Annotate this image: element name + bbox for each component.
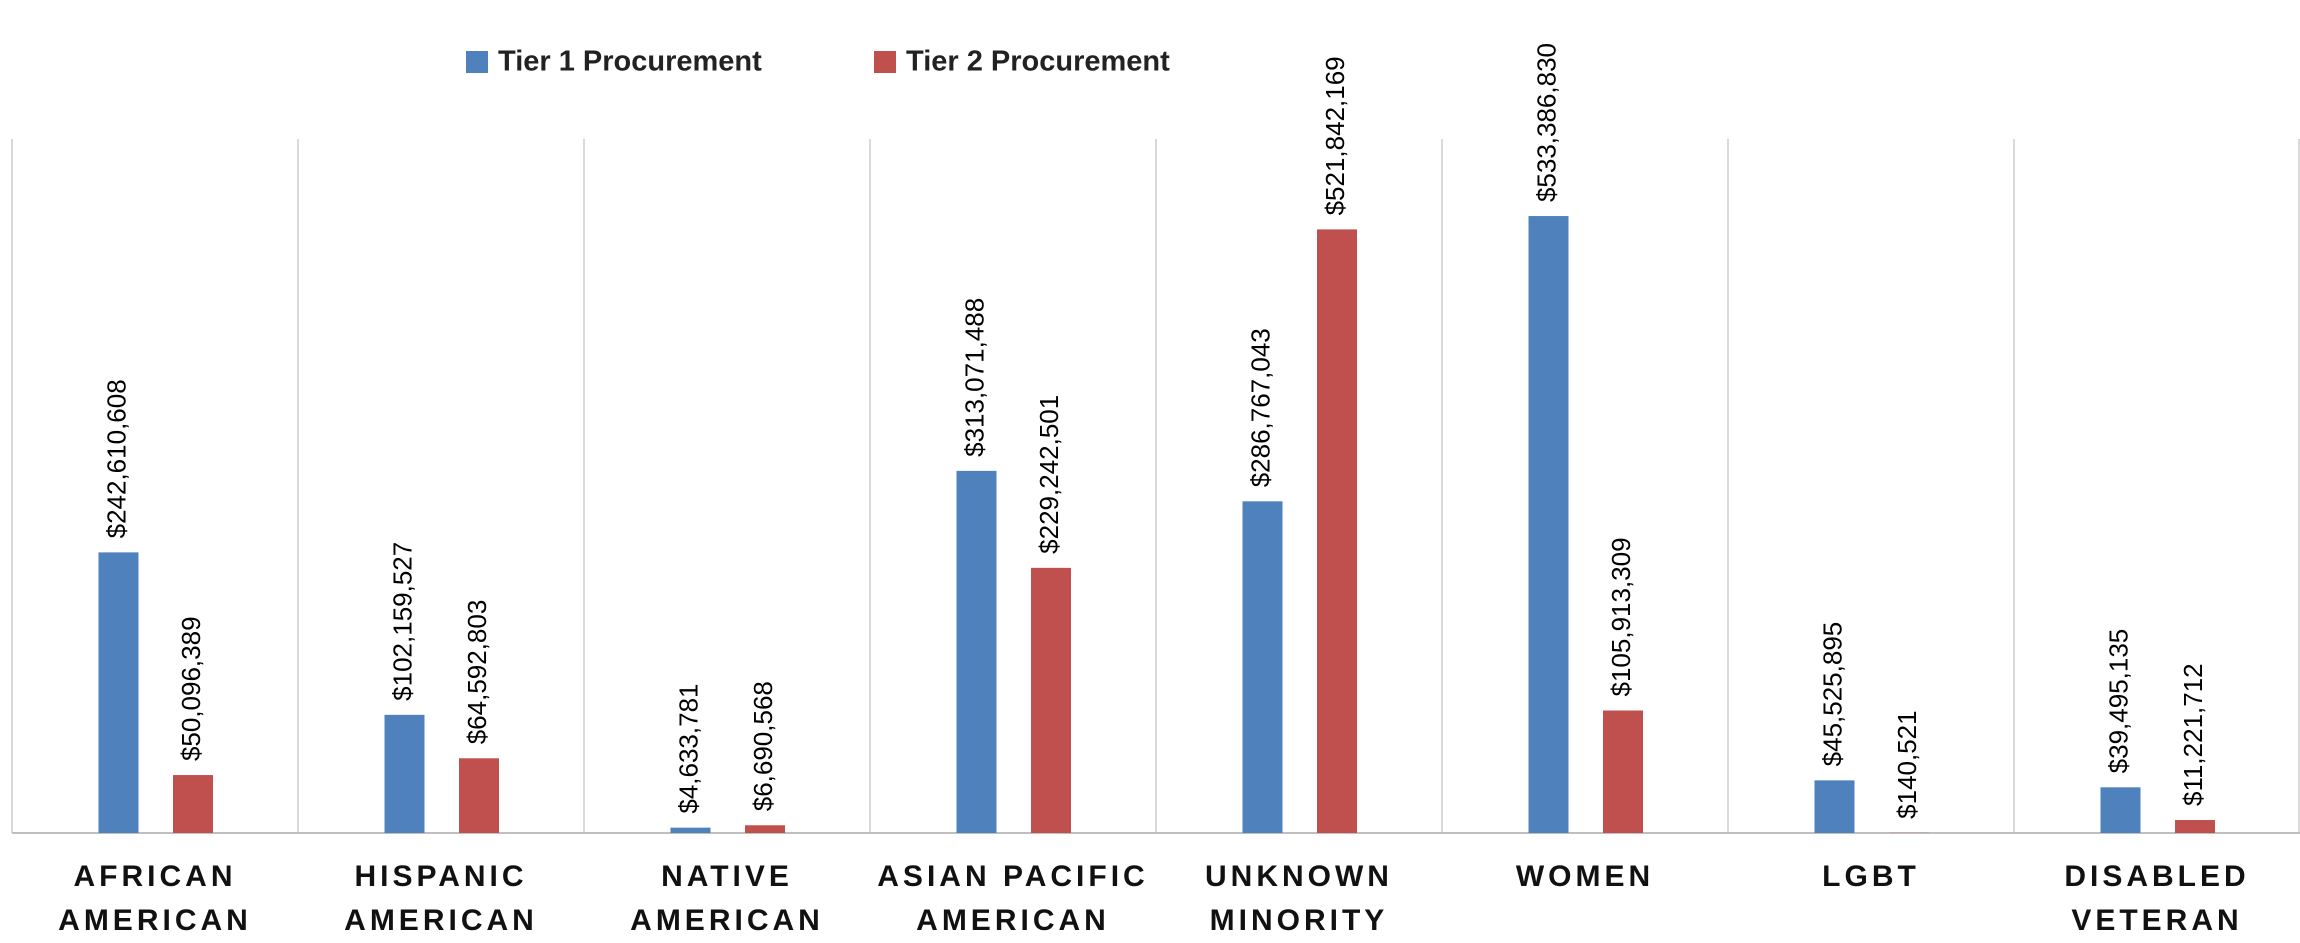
- value-label: $242,610,608: [101, 379, 131, 538]
- value-label: $286,767,043: [1245, 328, 1275, 487]
- bar: [1815, 780, 1855, 833]
- x-tick-label: DISABLED VETERAN: [2014, 855, 2300, 943]
- bar: [2175, 820, 2215, 833]
- bar: [1603, 710, 1643, 833]
- legend-swatch: [874, 51, 896, 73]
- value-label: $64,592,803: [462, 600, 492, 745]
- x-tick-label: LGBT: [1728, 855, 2014, 899]
- value-label: $105,913,309: [1606, 537, 1636, 696]
- bar: [1529, 216, 1569, 833]
- x-tick-label: UNKNOWN MINORITY: [1156, 855, 1442, 943]
- bar: [99, 552, 139, 833]
- x-tick-label: ASIAN PACIFIC AMERICAN: [870, 855, 1156, 943]
- x-tick-label: NATIVE AMERICAN: [584, 855, 870, 943]
- value-label: $229,242,501: [1034, 395, 1064, 554]
- value-label: $4,633,781: [673, 683, 703, 813]
- value-label: $521,842,169: [1320, 56, 1350, 215]
- legend-label: Tier 1 Procurement: [498, 46, 762, 78]
- value-label: $6,690,568: [748, 681, 778, 811]
- value-label: $140,521: [1892, 710, 1922, 818]
- bar: [1031, 568, 1071, 833]
- x-tick-label: HISPANIC AMERICAN: [298, 855, 584, 943]
- legend-label: Tier 2 Procurement: [906, 46, 1170, 78]
- bar: [1317, 229, 1357, 833]
- value-label: $533,386,830: [1531, 43, 1561, 202]
- bar: [671, 828, 711, 833]
- legend-swatch: [466, 51, 488, 73]
- bar: [745, 825, 785, 833]
- value-label: $11,221,712: [2178, 663, 2208, 806]
- value-label: $102,159,527: [387, 542, 417, 701]
- x-tick-label: WOMEN: [1442, 855, 1728, 899]
- bar: [173, 775, 213, 833]
- bar: [385, 715, 425, 833]
- bar: [957, 471, 997, 833]
- value-label: $50,096,389: [176, 616, 206, 761]
- value-label: $45,525,895: [1817, 622, 1847, 767]
- bar: [2101, 787, 2141, 833]
- value-label: $39,495,135: [2103, 629, 2133, 774]
- bar: [459, 758, 499, 833]
- value-label: $313,071,488: [959, 298, 989, 457]
- x-tick-label: AFRICAN AMERICAN: [12, 855, 298, 943]
- bar: [1243, 501, 1283, 833]
